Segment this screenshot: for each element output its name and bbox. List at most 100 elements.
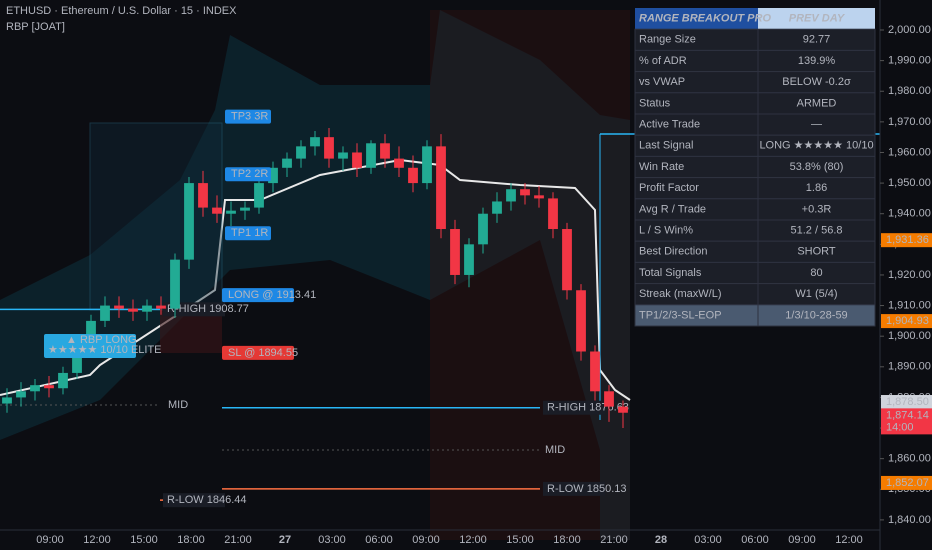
table-value: 92.77 — [803, 34, 831, 46]
symbol-title: ETHUSD · Ethereum / U.S. Dollar · 15 · I… — [6, 5, 237, 17]
y-tick-label: 1,950.00 — [888, 177, 931, 189]
candle-body — [240, 207, 250, 211]
table-value: ARMED — [797, 97, 837, 109]
signal-label: ★★★★★ 10/10 ELITE — [48, 344, 162, 356]
mid-label: MID — [168, 399, 188, 411]
candle-body — [254, 183, 264, 208]
price-label-bg — [881, 408, 932, 435]
price-label: 1,904.93 — [886, 315, 929, 327]
candle-body — [142, 305, 152, 312]
annotation-label: LONG @ 1913.41 — [228, 289, 316, 301]
level-label: R-LOW 1846.44 — [167, 494, 246, 506]
candle-body — [534, 195, 544, 199]
band-area — [0, 10, 630, 540]
candle-body — [394, 158, 404, 168]
candle-body — [338, 152, 348, 159]
candle-body — [268, 167, 278, 184]
level-tag — [163, 493, 225, 508]
level-tag — [543, 481, 605, 496]
x-tick-label: 15:00 — [506, 534, 534, 546]
y-tick-label: 1,970.00 — [888, 116, 931, 128]
x-tick-label: 27 — [279, 534, 291, 546]
x-tick-label: 12:00 — [835, 534, 863, 546]
risk-box — [160, 310, 222, 353]
table-label: vs VWAP — [639, 76, 685, 88]
candle-body — [576, 290, 586, 352]
x-tick-label: 06:00 — [365, 534, 393, 546]
table-title: RANGE BREAKOUT PRO — [639, 13, 771, 25]
price-label-time: 14:00 — [886, 421, 914, 433]
candle-body — [492, 201, 502, 214]
table-value: +0.3R — [802, 203, 832, 215]
candle-body — [436, 146, 446, 230]
annotation-label: TP3 3R — [231, 111, 268, 123]
mid-label: MID — [545, 444, 565, 456]
candle-body — [114, 305, 124, 309]
y-tick-label: 1,920.00 — [888, 269, 931, 281]
candle-body — [506, 189, 516, 202]
table-column: PREV DAY — [789, 13, 846, 25]
price-label: 1,931.36 — [886, 234, 929, 246]
y-tick-label: 1,980.00 — [888, 85, 931, 97]
candle-body — [548, 198, 558, 230]
candle-body — [156, 305, 166, 309]
x-tick-label: 12:00 — [459, 534, 487, 546]
candle-body — [562, 229, 572, 291]
annotation-label: TP2 2R — [231, 168, 268, 180]
candle-body — [282, 158, 292, 168]
table-label: Last Signal — [639, 140, 693, 152]
table-label: Win Rate — [639, 161, 684, 173]
table-value: 1.86 — [806, 182, 827, 194]
y-tick-label: 1,960.00 — [888, 146, 931, 158]
x-tick-label: 09:00 — [36, 534, 64, 546]
annotation-tag — [222, 288, 294, 303]
table-value: 80 — [810, 267, 822, 279]
table-label: % of ADR — [639, 55, 687, 67]
annotation-tag — [225, 167, 271, 182]
candle-body — [58, 372, 68, 389]
price-label: 1,852.07 — [886, 477, 929, 489]
x-tick-label: 12:00 — [83, 534, 111, 546]
trade-box — [89, 122, 223, 311]
table-label: Avg R / Trade — [639, 203, 706, 215]
table-label: Profit Factor — [639, 182, 699, 194]
y-tick-label: 1,840.00 — [888, 514, 931, 526]
table-value: — — [811, 119, 822, 131]
candle-body — [604, 391, 614, 407]
table-value: 139.9% — [798, 55, 836, 67]
y-tick-label: 2,000.00 — [888, 24, 931, 36]
level-label: R-HIGH 1908.77 — [167, 303, 249, 315]
y-tick-label: 1,990.00 — [888, 55, 931, 67]
annotation-label: TP1 1R — [231, 227, 268, 239]
table-value: 51.2 / 56.8 — [791, 225, 843, 237]
candle-body — [618, 406, 628, 413]
candle-body — [422, 146, 432, 184]
candle-body — [44, 385, 54, 389]
table-value: BELOW -0.2σ — [782, 76, 851, 88]
x-tick-label: 06:00 — [741, 534, 769, 546]
table-value: LONG ★★★★★ 10/10 — [759, 140, 873, 152]
candle-body — [366, 143, 376, 168]
table-label: L / S Win% — [639, 225, 693, 237]
x-tick-label: 21:00 — [600, 534, 628, 546]
price-label: 1,874.14 — [886, 409, 929, 421]
x-tick-label: 15:00 — [130, 534, 158, 546]
candle-body — [520, 189, 530, 196]
table-value: 1/3/10-28-59 — [785, 309, 847, 321]
candle-body — [212, 207, 222, 214]
candle-body — [450, 229, 460, 275]
candle-body — [226, 210, 236, 214]
table-value: W1 (5/4) — [795, 288, 837, 300]
x-tick-label: 18:00 — [177, 534, 205, 546]
price-label: 1,878.50 — [886, 396, 929, 408]
signal-label: ▲ RBP LONG — [66, 334, 137, 346]
candle-body — [352, 152, 362, 168]
candle-body — [408, 167, 418, 184]
table-label: Active Trade — [639, 119, 700, 131]
price-label-bg — [881, 475, 932, 490]
x-tick-label: 03:00 — [318, 534, 346, 546]
price-label-bg — [881, 395, 932, 410]
table-label: Best Direction — [639, 246, 707, 258]
table-row — [634, 92, 876, 115]
level-label: R-LOW 1850.13 — [547, 483, 626, 495]
